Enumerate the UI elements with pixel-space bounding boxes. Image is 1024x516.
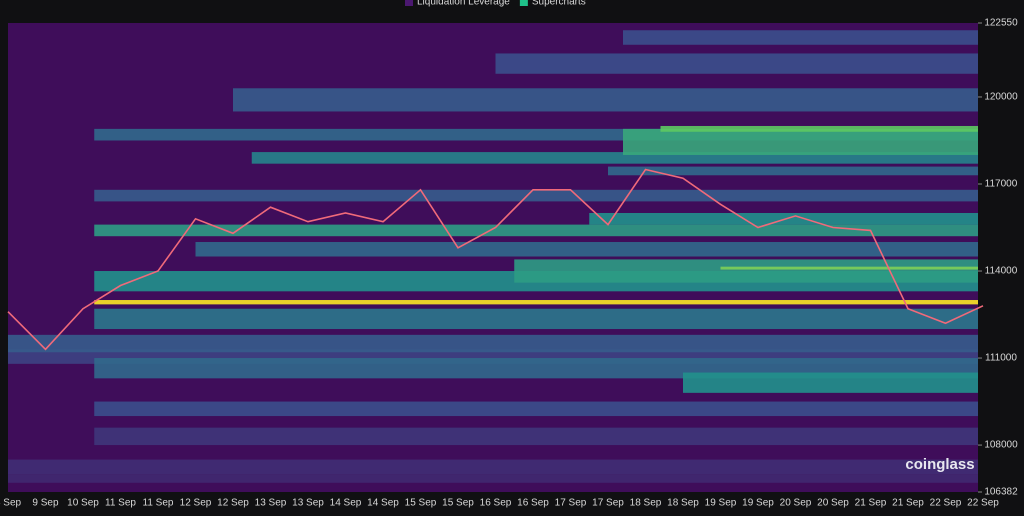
x-tick-label: 11 Sep bbox=[105, 498, 136, 509]
heat-band bbox=[660, 125, 978, 132]
heat-band bbox=[195, 242, 978, 257]
heat-band bbox=[495, 53, 978, 74]
y-tick-label: 108000 bbox=[984, 440, 1018, 451]
x-tick-label: 12 Sep bbox=[217, 498, 249, 509]
x-tick-label: 16 Sep bbox=[480, 498, 512, 509]
y-tick-label: 114000 bbox=[985, 266, 1018, 277]
x-tick-label: 22 Sep bbox=[930, 498, 962, 509]
x-tick-label: 9 Sep bbox=[32, 498, 59, 509]
x-tick-label: 16 Sep bbox=[517, 498, 549, 509]
y-tick-label: 120000 bbox=[984, 92, 1018, 103]
heat-band bbox=[623, 30, 978, 45]
legend-label: Supercharts bbox=[532, 0, 586, 8]
y-tick-label: 117000 bbox=[985, 179, 1018, 190]
legend-swatch bbox=[519, 0, 528, 6]
y-tick-label: 111000 bbox=[985, 353, 1017, 364]
x-tick-label: 18 Sep bbox=[667, 498, 699, 509]
heat-band bbox=[94, 300, 978, 305]
heat-band bbox=[94, 401, 978, 417]
heat-band bbox=[623, 128, 978, 155]
x-tick-label: 17 Sep bbox=[555, 498, 587, 509]
legend-label: Liquidation Leverage bbox=[417, 0, 510, 8]
heat-band bbox=[514, 259, 978, 283]
heat-band bbox=[8, 474, 978, 483]
heat-band bbox=[94, 224, 978, 237]
heat-band bbox=[720, 266, 978, 270]
price-line bbox=[7, 168, 984, 351]
x-tick-label: 20 Sep bbox=[817, 498, 849, 509]
heat-band bbox=[94, 128, 978, 141]
watermark: coinglass bbox=[905, 456, 974, 473]
x-tick-label: 8 Sep bbox=[0, 498, 22, 509]
heat-band bbox=[8, 334, 978, 353]
x-tick-label: 10 Sep bbox=[67, 498, 99, 509]
x-tick-label: 19 Sep bbox=[742, 498, 774, 509]
heat-band bbox=[683, 372, 978, 393]
x-tick-label: 12 Sep bbox=[180, 498, 212, 509]
y-tick-label: 106382 bbox=[984, 487, 1018, 498]
heat-band bbox=[233, 88, 978, 112]
heat-band bbox=[94, 308, 978, 330]
plot bbox=[7, 23, 984, 492]
x-tick-label: 13 Sep bbox=[292, 498, 324, 509]
heat-band bbox=[94, 427, 978, 446]
x-tick-label: 19 Sep bbox=[705, 498, 737, 509]
x-tick-label: 13 Sep bbox=[255, 498, 287, 509]
heat-band bbox=[608, 166, 978, 176]
x-tick-label: 20 Sep bbox=[780, 498, 812, 509]
x-tick-label: 21 Sep bbox=[855, 498, 887, 509]
x-tick-label: 18 Sep bbox=[630, 498, 662, 509]
x-tick-label: 22 Sep bbox=[967, 498, 999, 509]
heat-band bbox=[94, 189, 978, 202]
heat-band bbox=[251, 152, 978, 164]
x-tick-label: 14 Sep bbox=[330, 498, 362, 509]
x-tick-label: 17 Sep bbox=[592, 498, 624, 509]
x-tick-label: 15 Sep bbox=[442, 498, 474, 509]
x-tick-label: 15 Sep bbox=[405, 498, 437, 509]
y-tick-label: 122550 bbox=[984, 18, 1018, 29]
x-tick-label: 21 Sep bbox=[892, 498, 924, 509]
legend-swatch bbox=[405, 0, 413, 6]
x-tick-label: 11 Sep bbox=[143, 498, 174, 509]
x-tick-label: 14 Sep bbox=[367, 498, 399, 509]
heat-band bbox=[8, 459, 978, 475]
